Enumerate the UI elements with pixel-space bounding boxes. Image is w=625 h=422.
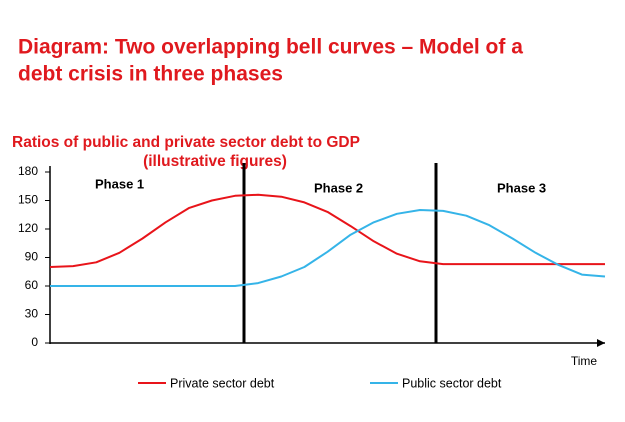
phase-label: Phase 1 xyxy=(95,176,144,191)
y-tick-label: 180 xyxy=(18,164,38,178)
header-title-line2: debt crisis in three phases xyxy=(18,63,283,86)
series-line xyxy=(50,209,606,287)
phase-label: Phase 3 xyxy=(497,180,546,195)
y-tick-label: 60 xyxy=(25,278,39,292)
y-tick-label: 150 xyxy=(18,193,38,207)
y-tick-label: 120 xyxy=(18,221,38,235)
phase-label: Phase 2 xyxy=(314,180,363,195)
y-tick-label: 90 xyxy=(25,250,39,264)
chart-subtitle: (illustrative figures) xyxy=(143,153,287,170)
legend-label: Public sector debt xyxy=(402,376,502,390)
chart-title: Ratios of public and private sector debt… xyxy=(12,134,360,151)
y-tick-label: 0 xyxy=(31,335,38,349)
series-line xyxy=(49,193,605,268)
y-tick-label: 30 xyxy=(25,307,39,321)
header-title-line1: Diagram: Two overlapping bell curves – M… xyxy=(18,36,523,59)
legend-label: Private sector debt xyxy=(170,376,275,390)
x-axis-label: Time xyxy=(571,354,598,368)
x-axis-arrow xyxy=(597,339,605,347)
